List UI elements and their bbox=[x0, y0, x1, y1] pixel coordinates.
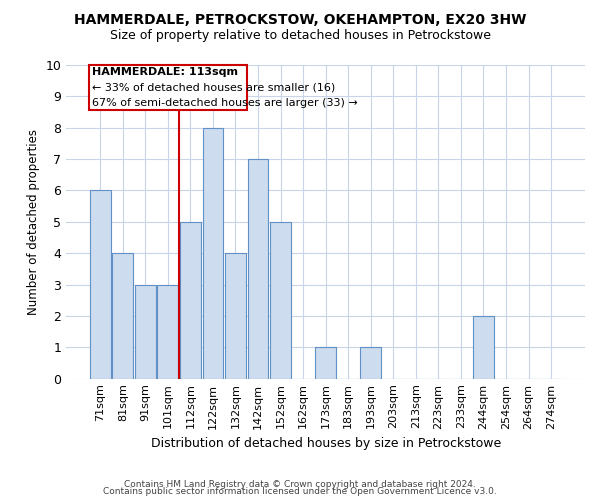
Text: HAMMERDALE, PETROCKSTOW, OKEHAMPTON, EX20 3HW: HAMMERDALE, PETROCKSTOW, OKEHAMPTON, EX2… bbox=[74, 12, 526, 26]
Text: Contains HM Land Registry data © Crown copyright and database right 2024.: Contains HM Land Registry data © Crown c… bbox=[124, 480, 476, 489]
X-axis label: Distribution of detached houses by size in Petrockstowe: Distribution of detached houses by size … bbox=[151, 437, 501, 450]
Text: 67% of semi-detached houses are larger (33) →: 67% of semi-detached houses are larger (… bbox=[92, 98, 358, 108]
Bar bbox=[225, 253, 246, 378]
Bar bbox=[203, 128, 223, 378]
FancyBboxPatch shape bbox=[89, 65, 247, 110]
Text: Contains public sector information licensed under the Open Government Licence v3: Contains public sector information licen… bbox=[103, 488, 497, 496]
Bar bbox=[90, 190, 110, 378]
Text: ← 33% of detached houses are smaller (16): ← 33% of detached houses are smaller (16… bbox=[92, 83, 335, 93]
Y-axis label: Number of detached properties: Number of detached properties bbox=[27, 129, 40, 315]
Bar bbox=[112, 253, 133, 378]
Bar bbox=[180, 222, 201, 378]
Bar bbox=[315, 348, 336, 378]
Bar bbox=[473, 316, 494, 378]
Bar bbox=[135, 284, 155, 378]
Bar bbox=[248, 159, 268, 378]
Bar bbox=[270, 222, 291, 378]
Bar bbox=[157, 284, 178, 378]
Text: HAMMERDALE: 113sqm: HAMMERDALE: 113sqm bbox=[92, 67, 238, 77]
Bar bbox=[361, 348, 381, 378]
Text: Size of property relative to detached houses in Petrockstowe: Size of property relative to detached ho… bbox=[110, 29, 491, 42]
